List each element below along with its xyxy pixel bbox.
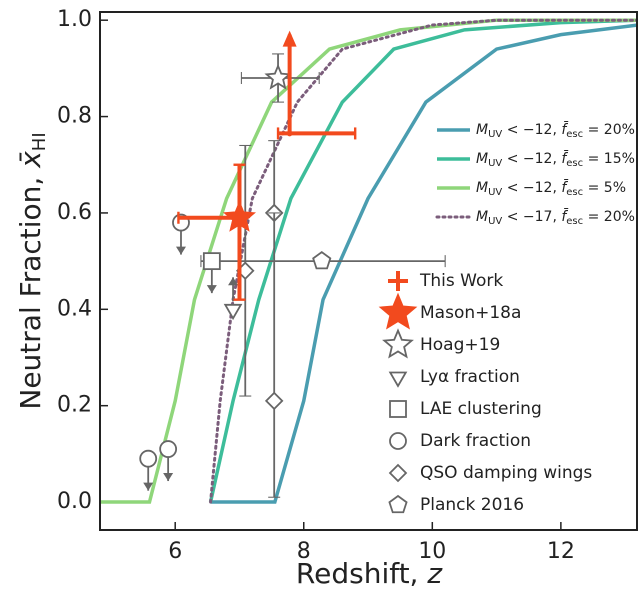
legend-label-part: = 15%	[583, 151, 635, 167]
legend-label-part: M	[476, 151, 488, 167]
y-tick-label: 0.8	[57, 104, 92, 129]
y-label-var: x̄	[14, 151, 47, 169]
legend-label-part: esc	[566, 187, 583, 198]
x-tick-label: 8	[297, 539, 311, 564]
legend-label-part: M	[476, 180, 488, 196]
legend-label-part: f̄	[561, 207, 568, 225]
triangle-marker	[388, 371, 408, 388]
star-marker	[264, 63, 292, 90]
limit-arrow	[163, 473, 174, 482]
triangle-marker	[223, 303, 243, 321]
limit-arrow	[282, 30, 297, 47]
model-line	[209, 18, 638, 504]
model-line	[208, 18, 638, 503]
limit-arrow	[206, 285, 217, 294]
pentagon-marker	[312, 251, 332, 270]
legend-label-part: UV	[488, 216, 502, 227]
legend-label-part: = 20%	[583, 209, 635, 225]
legend-label-part: f̄	[561, 120, 568, 138]
y-label-sub: HI	[29, 132, 50, 151]
circle-marker	[389, 432, 407, 450]
legend-label: Dark fraction	[420, 431, 531, 451]
legend-label-part: esc	[566, 158, 583, 169]
pentagon-marker	[388, 494, 408, 514]
legend-label: Hoag+19	[420, 335, 500, 355]
legend-label-part: f̄	[561, 149, 568, 167]
plot-area	[100, 18, 638, 504]
legend-label-part: M	[476, 122, 488, 138]
legend-label: MUV < −12, f̄esc = 15%	[476, 149, 635, 169]
legend-label: MUV < −12, f̄esc = 20%	[476, 120, 635, 140]
cross-center	[286, 130, 293, 137]
legend-label: Lyα fraction	[420, 367, 520, 387]
legend-label-part: esc	[566, 216, 583, 227]
y-axis-label: Neutral Fraction, x̄HI	[14, 132, 50, 409]
legend-label-part: UV	[488, 129, 502, 140]
legend-label: MUV < −17, f̄esc = 20%	[476, 207, 635, 227]
limit-arrow	[143, 482, 154, 491]
legend-label: MUV < −12, f̄esc = 5%	[476, 178, 626, 198]
circle-marker	[139, 449, 158, 468]
legend-label-part: UV	[488, 187, 502, 198]
legend-label-part: esc	[566, 129, 583, 140]
legend-label-part: < −17,	[502, 209, 561, 225]
legend-label: QSO damping wings	[420, 463, 592, 483]
y-label-text: Neutral Fraction,	[14, 168, 47, 410]
x-label-var: z	[426, 557, 443, 590]
legend-label: Mason+18a	[420, 303, 521, 323]
square-marker	[389, 400, 407, 418]
legend-label-part: f̄	[561, 178, 568, 196]
x-axis-label: Redshift, z	[296, 557, 443, 590]
cross-center	[236, 214, 243, 221]
diamond-marker	[388, 463, 408, 483]
model-line	[210, 23, 638, 504]
limit-arrow	[175, 246, 186, 255]
square-marker	[202, 252, 221, 271]
circle-marker	[159, 440, 178, 458]
legend-label-part: = 20%	[583, 122, 635, 138]
x-tick-label: 10	[418, 539, 446, 564]
legend-label: This Work	[419, 271, 503, 291]
legend-label-part: < −12,	[502, 122, 561, 138]
legend-label-part: UV	[488, 158, 502, 169]
legend-label-part: < −12,	[502, 180, 561, 196]
legend-label-part: M	[476, 209, 488, 225]
legend-label: Planck 2016	[420, 495, 524, 515]
y-tick-label: 0.6	[57, 200, 92, 225]
star-marker	[382, 328, 414, 359]
legend-label-part: < −12,	[502, 151, 561, 167]
legend-label-part: = 5%	[583, 180, 626, 196]
x-tick-label: 6	[168, 539, 182, 564]
y-tick-label: 0.4	[57, 296, 92, 321]
x-tick-label: 12	[547, 539, 575, 564]
x-label-text: Redshift,	[296, 557, 427, 590]
diamond-marker	[264, 391, 284, 411]
y-tick-label: 0.2	[57, 393, 92, 418]
limit-arrow	[228, 277, 239, 286]
y-tick-label: 1.0	[57, 7, 92, 32]
star-marker	[378, 292, 418, 330]
legend-label: LAE clustering	[420, 399, 542, 419]
plot-frame	[99, 11, 638, 531]
y-tick-label: 0.0	[57, 489, 92, 514]
